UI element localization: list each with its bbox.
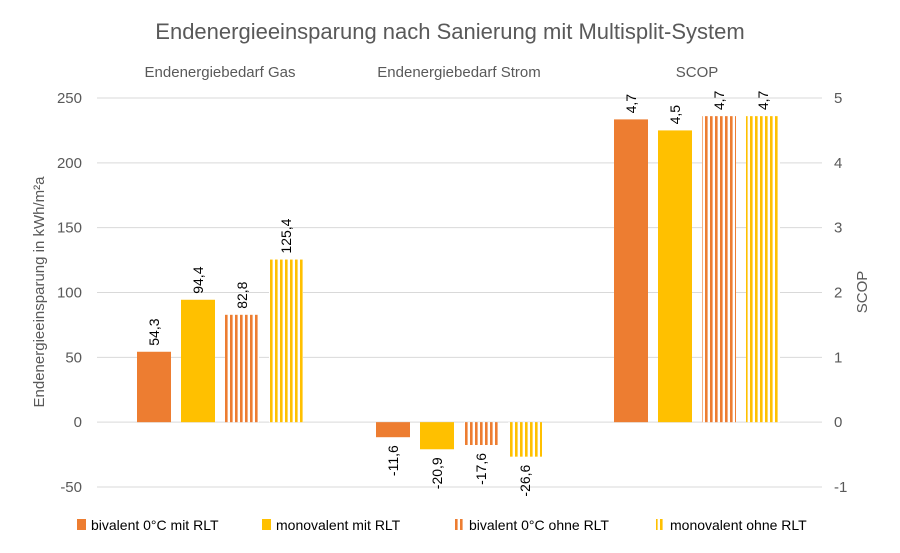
y2-axis-title: SCOP <box>854 271 871 314</box>
bar <box>702 116 736 423</box>
y2-tick-label: 5 <box>834 90 842 107</box>
data-label: 82,8 <box>234 281 250 308</box>
y-tick-label: 200 <box>57 155 82 172</box>
chart-title: Endenergieeinsparung nach Sanierung mit … <box>155 19 744 44</box>
data-label: -11,6 <box>385 445 401 476</box>
bar <box>225 314 259 423</box>
data-label: 125,4 <box>278 218 294 253</box>
legend: bivalent 0°C mit RLT monovalent mit RLT bi… <box>77 517 807 533</box>
y-tick-label: 50 <box>65 349 82 366</box>
bar <box>137 351 171 423</box>
legend-swatch <box>262 519 271 530</box>
data-label: -20,9 <box>429 457 445 489</box>
data-label: -26,6 <box>517 464 533 496</box>
category-label: Endenergiebedarf Gas <box>145 64 296 81</box>
y-tick-label: 150 <box>57 220 82 237</box>
legend-label: monovalent ohne RLT <box>670 517 807 533</box>
legend-label: bivalent 0°C ohne RLT <box>469 517 609 533</box>
y-tick-label: 0 <box>74 414 82 431</box>
bar <box>269 259 303 423</box>
bar <box>658 130 692 423</box>
data-label: 4,7 <box>711 90 727 110</box>
y2-tick-label: -1 <box>834 479 847 496</box>
y-axis-title: Endenergieeinsparung in kWh/m²a <box>31 176 48 408</box>
gridlines <box>97 97 822 488</box>
legend-label: monovalent mit RLT <box>276 517 401 533</box>
y-tick-label: -50 <box>60 479 82 496</box>
data-label: 4,7 <box>755 90 771 110</box>
data-label: 4,5 <box>667 105 683 125</box>
bar <box>420 422 454 450</box>
category-label: SCOP <box>676 64 719 81</box>
y2-tick-label: 0 <box>834 414 842 431</box>
data-label: -17,6 <box>473 453 489 485</box>
y2-tick-label: 4 <box>834 155 842 172</box>
bars <box>137 116 780 457</box>
legend-swatch <box>77 519 86 530</box>
bar <box>464 422 498 445</box>
category-labels: Endenergiebedarf Gas Endenergiebedarf Str… <box>145 64 719 81</box>
y2-tick-label: 3 <box>834 220 842 237</box>
y2-tick-label: 1 <box>834 349 842 366</box>
legend-swatch <box>455 519 464 530</box>
data-labels: 54,3 -11,6 4,7 94,4 -20,9 4,5 82,8 -17,6 4,7 125,… <box>146 90 771 496</box>
axis-ticks: 250 200 150 100 50 0 -50 5 4 3 2 1 0 -1 <box>57 90 847 496</box>
y-tick-label: 250 <box>57 90 82 107</box>
data-label: 94,4 <box>190 266 206 293</box>
y2-tick-label: 2 <box>834 285 842 302</box>
data-label: 4,7 <box>623 94 639 114</box>
y-tick-label: 100 <box>57 285 82 302</box>
bar <box>181 299 215 423</box>
legend-swatch <box>656 519 665 530</box>
bar <box>746 116 780 423</box>
data-label: 54,3 <box>146 318 162 345</box>
bar <box>376 422 410 438</box>
category-label: Endenergiebedarf Strom <box>377 64 540 81</box>
legend-label: bivalent 0°C mit RLT <box>91 517 219 533</box>
bar <box>508 422 542 457</box>
bar <box>614 119 648 423</box>
